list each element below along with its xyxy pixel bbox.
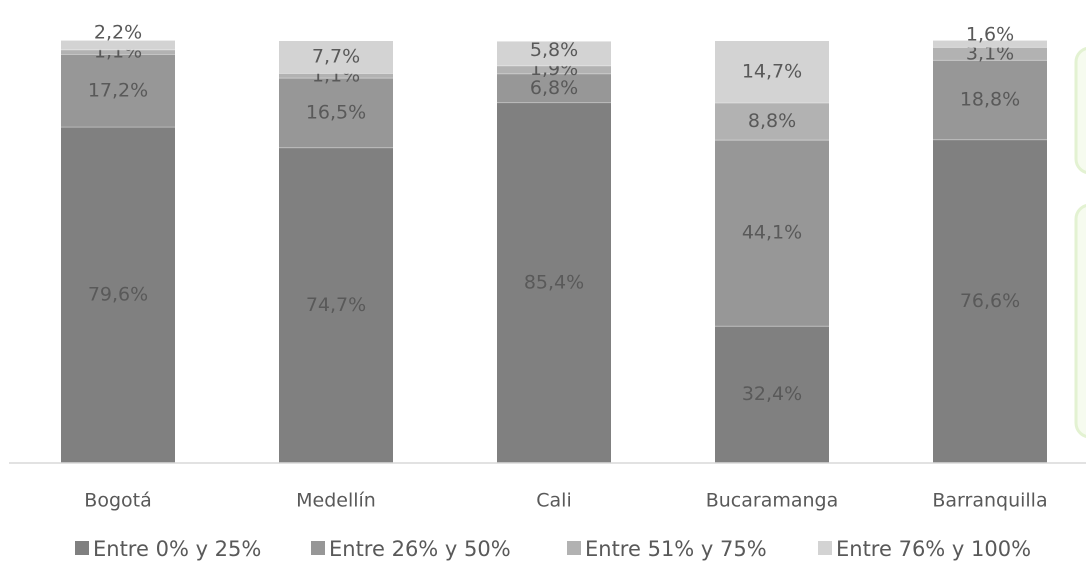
legend-swatch [818,541,832,555]
data-label: 6,8% [530,77,578,99]
data-label: 17,2% [88,79,148,101]
bar-segment [61,127,175,463]
data-label: 32,4% [742,383,802,405]
bar-segment [933,47,1047,61]
bar-segment [497,73,611,103]
decoration [1074,47,1086,174]
x-tick-label: Cali [536,490,571,512]
bar-segment [933,60,1047,140]
bar-segment [497,65,611,74]
bar-segment [279,147,393,464]
bar-segment [715,103,829,141]
bar-segment [715,326,829,463]
bar-segment [279,73,393,79]
data-label: 5,8% [530,39,578,61]
bar-segment [497,102,611,463]
bar-segment [933,40,1047,48]
x-tick-label: Medellín [296,490,376,512]
legend-label: Entre 0% y 25% [93,537,261,561]
data-label: 44,1% [742,222,802,244]
data-label: 16,5% [306,101,366,123]
legend-label: Entre 51% y 75% [585,537,767,561]
decoration [1074,204,1086,438]
data-label: 2,2% [94,22,142,44]
data-label: 3,1% [966,42,1014,64]
legend: Entre 0% y 25% Entre 26% y 50% Entre 51% y… [75,537,1031,561]
data-label: 1,6% [966,23,1014,45]
x-tick-label: Bucaramanga [706,490,839,512]
bar-segment [279,41,393,74]
bar-segment [61,40,175,50]
data-label: 74,7% [306,294,366,316]
data-label: 85,4% [524,271,584,293]
data-label: 76,6% [960,290,1020,312]
legend-label: Entre 76% y 100% [836,537,1031,561]
data-label: 18,8% [960,89,1020,111]
bar-segment [715,140,829,327]
x-tick-label: Barranquilla [932,490,1047,512]
x-tick-label: Bogotá [84,490,151,512]
data-label: 14,7% [742,61,802,83]
data-label: 79,6% [88,284,148,306]
bar-segment [279,78,393,148]
bar-segment [61,54,175,128]
bar-segment [497,41,611,66]
data-label: 8,8% [748,110,796,132]
legend-swatch [75,541,89,555]
bar-segment [61,49,175,55]
legend-swatch [567,541,581,555]
legend-swatch [311,541,325,555]
legend-label: Entre 26% y 50% [329,537,511,561]
bar-segment [933,139,1047,464]
bar-segment [715,41,829,104]
data-label: 7,7% [312,45,360,67]
